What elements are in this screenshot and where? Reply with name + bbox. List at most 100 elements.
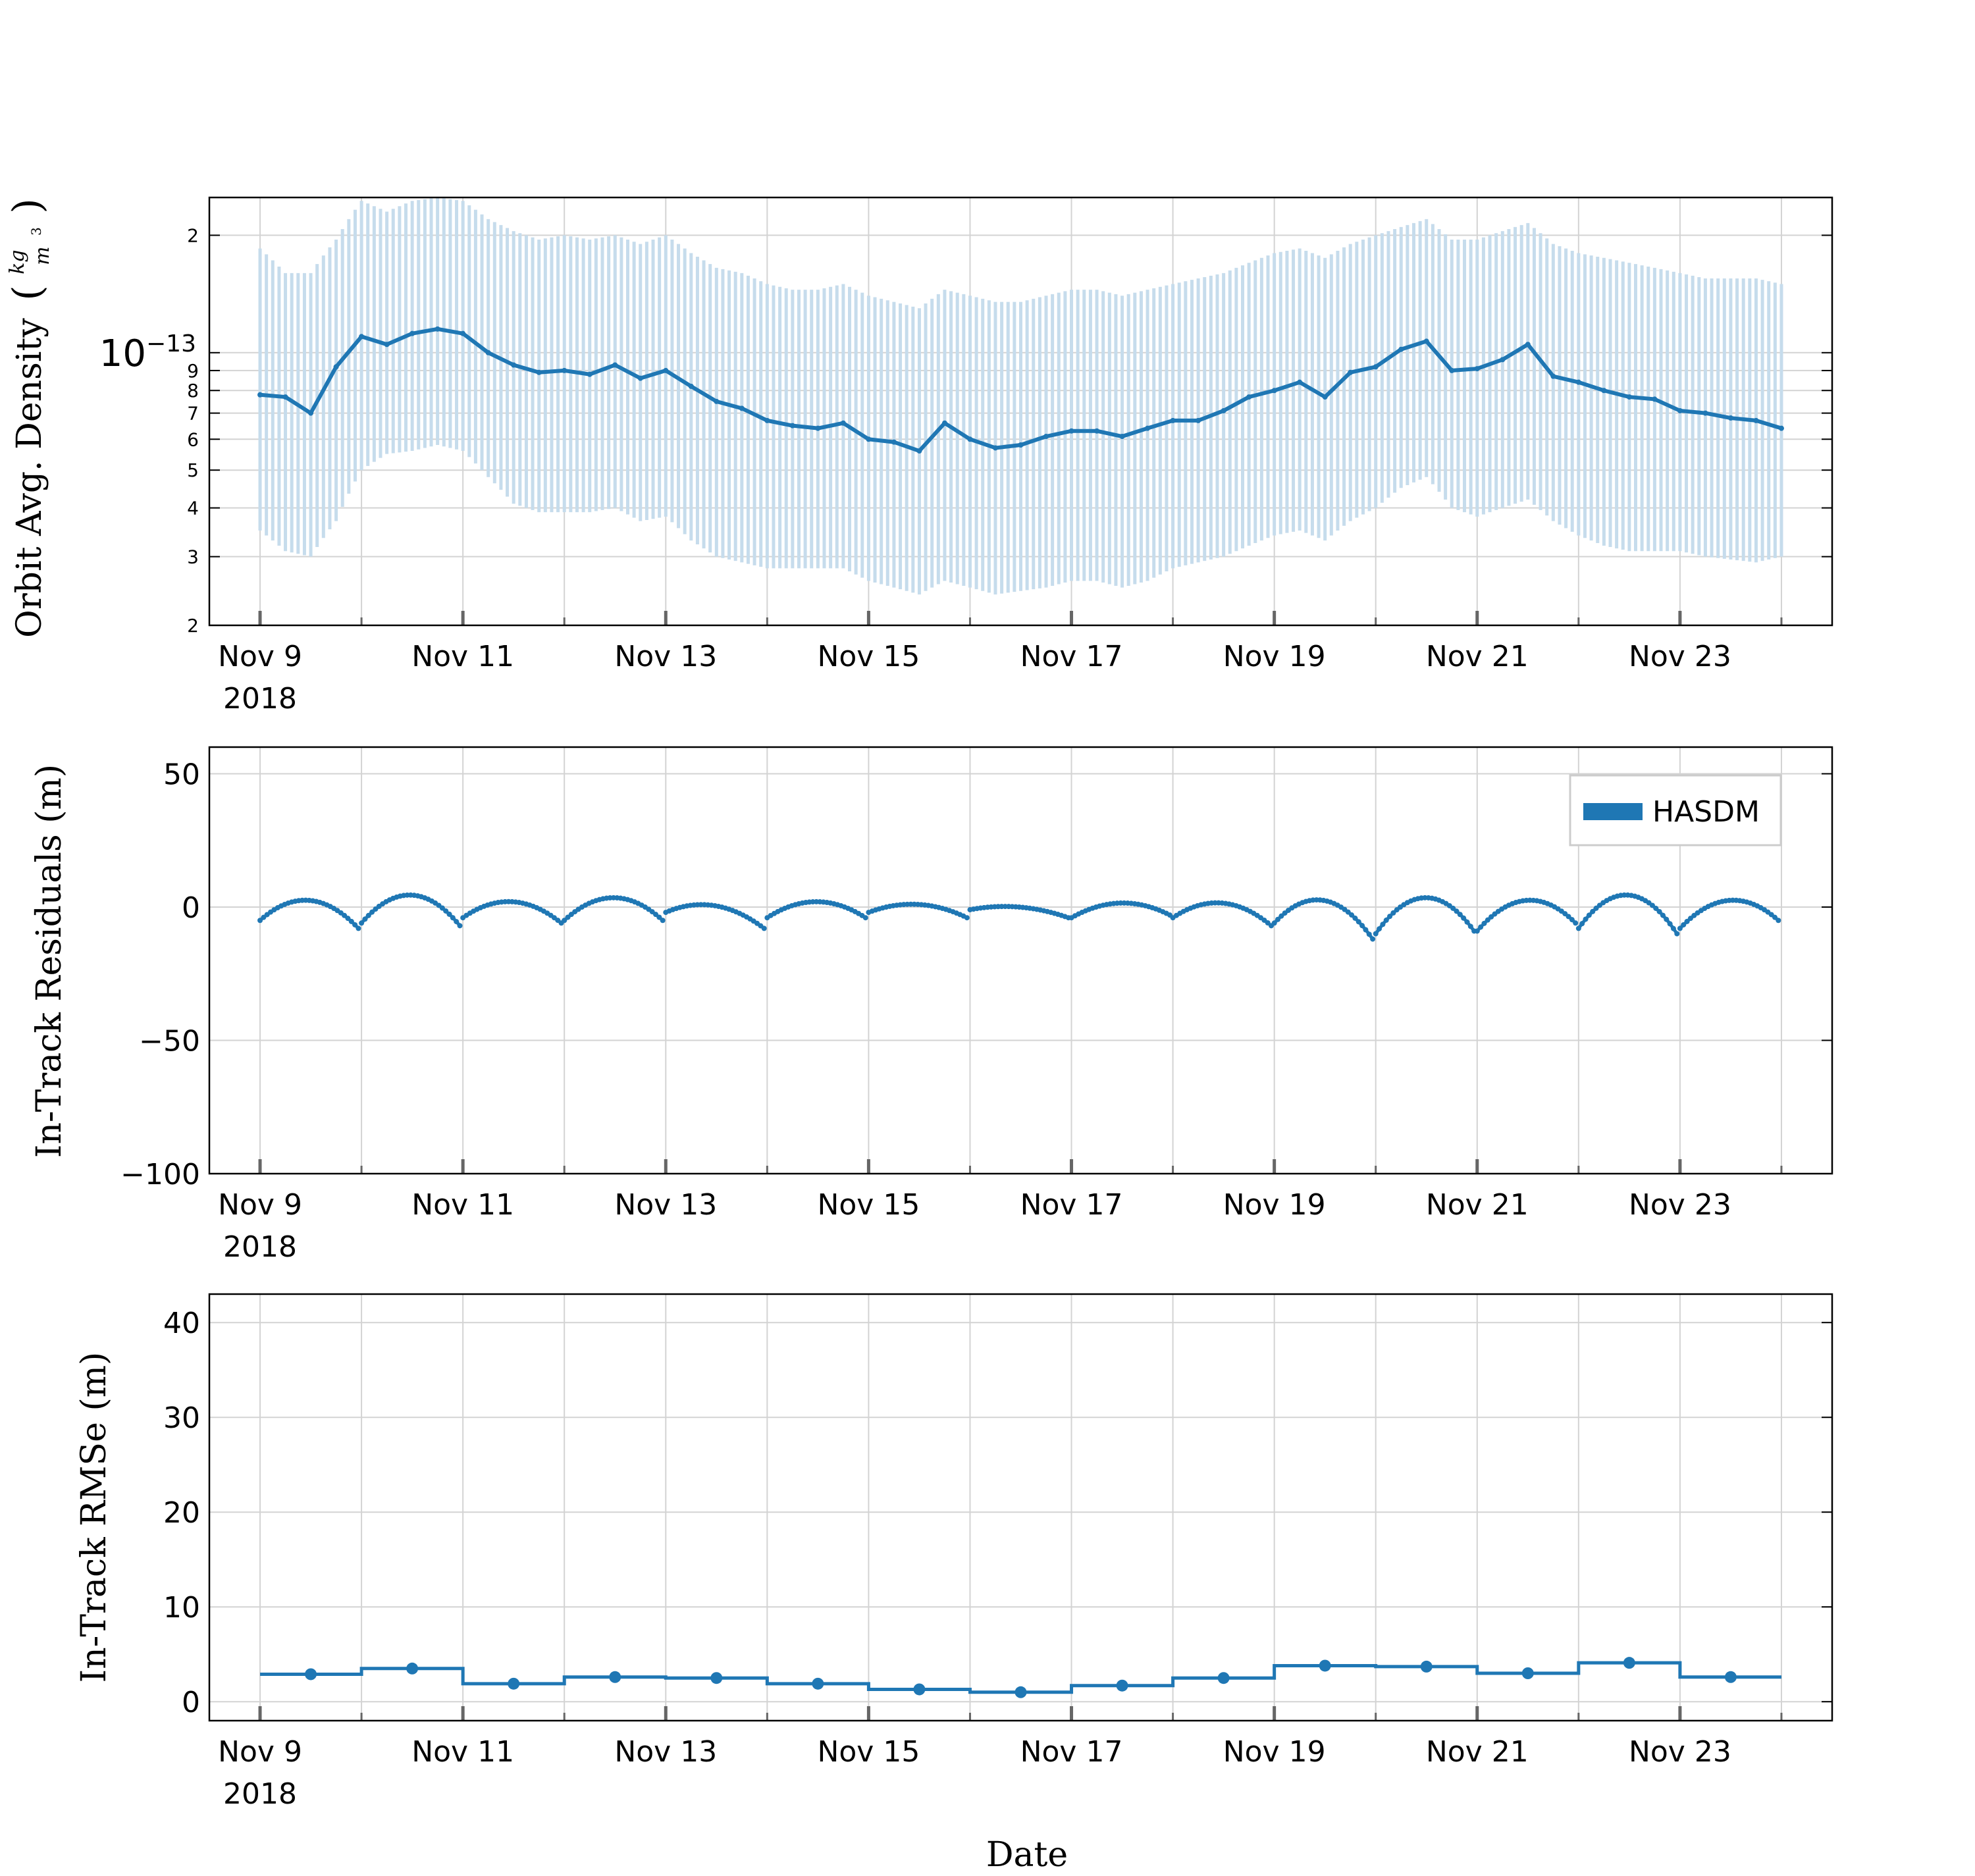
residuals-point (1464, 919, 1470, 925)
density-point (587, 371, 592, 377)
residuals-point (1278, 913, 1284, 919)
density-point (891, 439, 897, 445)
residuals-xtick-label: Nov 13 (614, 1188, 717, 1222)
residuals-point (352, 922, 358, 927)
density-panel: Nov 9 2018 Nov 11 Nov 13 Nov 15 Nov 17 Nov 19 N… (0, 196, 1833, 716)
residuals-point (457, 923, 463, 929)
density-point (764, 417, 770, 423)
residuals-point (1656, 908, 1662, 914)
residuals-point (1454, 908, 1460, 914)
density-ytick-label: 8 (187, 380, 199, 402)
residuals-point (1768, 912, 1774, 918)
residuals-point (439, 905, 445, 911)
x-axis-title: Date (986, 1835, 1068, 1875)
density-point (714, 398, 720, 404)
density-ytick-label: 3 (187, 546, 199, 568)
density-point (1753, 417, 1759, 423)
rmse-xtick-label: Nov 11 (411, 1735, 514, 1769)
residuals-xtick-label: Nov 17 (1020, 1188, 1123, 1222)
rmse-plot-area: Nov 9 2018 Nov 11 Nov 13 Nov 15 Nov 17 Nov 19 N… (163, 1293, 1833, 1811)
density-ytick-label: 2 (187, 224, 199, 246)
density-point (1423, 338, 1429, 344)
density-xtick-label: Nov 13 (614, 640, 717, 673)
residuals-ytick-label: 0 (182, 891, 200, 925)
residuals-point (1356, 919, 1361, 925)
residuals-point (1579, 921, 1585, 927)
density-point (1626, 394, 1632, 400)
residuals-point (1265, 920, 1271, 926)
density-point (1119, 434, 1125, 440)
legend-swatch-hasdm (1583, 803, 1643, 820)
density-ylabel: Orbit Avg. Density ( kg m 3 ) (0, 198, 57, 638)
residuals-point (1481, 920, 1487, 926)
density-ytick-label: 4 (187, 498, 199, 519)
residuals-point (565, 914, 571, 920)
residuals-point (1684, 918, 1690, 924)
residuals-point (761, 925, 767, 931)
residuals-point (1590, 908, 1596, 914)
residuals-point (365, 912, 371, 918)
density-point (1449, 367, 1455, 373)
density-ylabel-text: Orbit Avg. Density (10, 318, 49, 638)
residuals-point (1776, 918, 1781, 924)
residuals-point (562, 918, 567, 924)
residuals-ylabel: In-Track Residuals (m) (30, 764, 69, 1158)
residuals-point (1677, 925, 1683, 931)
rmse-point (508, 1677, 520, 1690)
residuals-point (1363, 927, 1369, 933)
density-point (1043, 434, 1049, 440)
rmse-point (1014, 1686, 1027, 1698)
density-point (1575, 379, 1581, 385)
residuals-point (348, 918, 354, 924)
residuals-panel: Nov 9 2018 Nov 11 Nov 13 Nov 15 Nov 17 Nov 19 N… (30, 746, 1833, 1264)
residuals-point (443, 908, 449, 914)
residuals-point (1478, 924, 1484, 930)
density-xtick-label: Nov 15 (817, 640, 920, 673)
rmse-point (1217, 1672, 1230, 1684)
density-point (257, 392, 263, 398)
residuals-point (1772, 914, 1778, 920)
density-xtick-label: Nov 19 (1223, 640, 1326, 673)
rmse-frame (208, 1293, 1833, 1722)
density-xtick-label: Nov 9 (218, 640, 302, 673)
rmse-xtick-label: Nov 19 (1223, 1735, 1326, 1769)
rmse-xtick-label: Nov 21 (1426, 1735, 1529, 1769)
residuals-point (1345, 909, 1351, 915)
rmse-ytick-label: 10 (163, 1591, 200, 1625)
rmse-xtick-label: Nov 17 (1020, 1735, 1123, 1769)
density-point (1778, 425, 1784, 431)
rmse-xtick-label: Nov 9 (218, 1735, 302, 1769)
residuals-point (362, 916, 368, 922)
density-year-label: 2018 (223, 682, 297, 716)
rmse-point (305, 1668, 317, 1681)
legend: HASDM (1569, 774, 1782, 847)
residuals-ytick-label: −50 (139, 1025, 200, 1058)
density-ytick-label-major: 10−13 (99, 330, 196, 375)
residuals-point (1474, 928, 1480, 934)
density-point (1018, 442, 1024, 448)
rmse-point (710, 1672, 723, 1684)
legend-label-hasdm: HASDM (1652, 795, 1760, 829)
density-point (1068, 428, 1074, 434)
rmse-ytick-label: 0 (182, 1686, 200, 1719)
density-point (1196, 417, 1201, 423)
rmse-xtick-label: Nov 13 (614, 1735, 717, 1769)
residuals-point (446, 911, 452, 917)
residuals-point (1670, 925, 1676, 931)
density-ytick-label: 7 (187, 403, 199, 425)
density-point (1348, 369, 1354, 375)
density-point (308, 410, 314, 416)
residuals-point (1660, 912, 1666, 918)
residuals-frame (208, 746, 1833, 1175)
residuals-point (359, 920, 365, 926)
residuals-point (454, 919, 460, 925)
density-point (511, 362, 517, 368)
density-xtick-label: Nov 21 (1426, 640, 1529, 673)
density-point (1322, 394, 1328, 400)
density-ytick-label: 5 (187, 459, 199, 481)
residuals-point (1583, 916, 1589, 922)
density-ytick-label: 6 (187, 429, 199, 450)
residuals-point (1575, 925, 1581, 931)
residuals-point (1380, 922, 1386, 927)
residuals-point (1687, 916, 1693, 922)
